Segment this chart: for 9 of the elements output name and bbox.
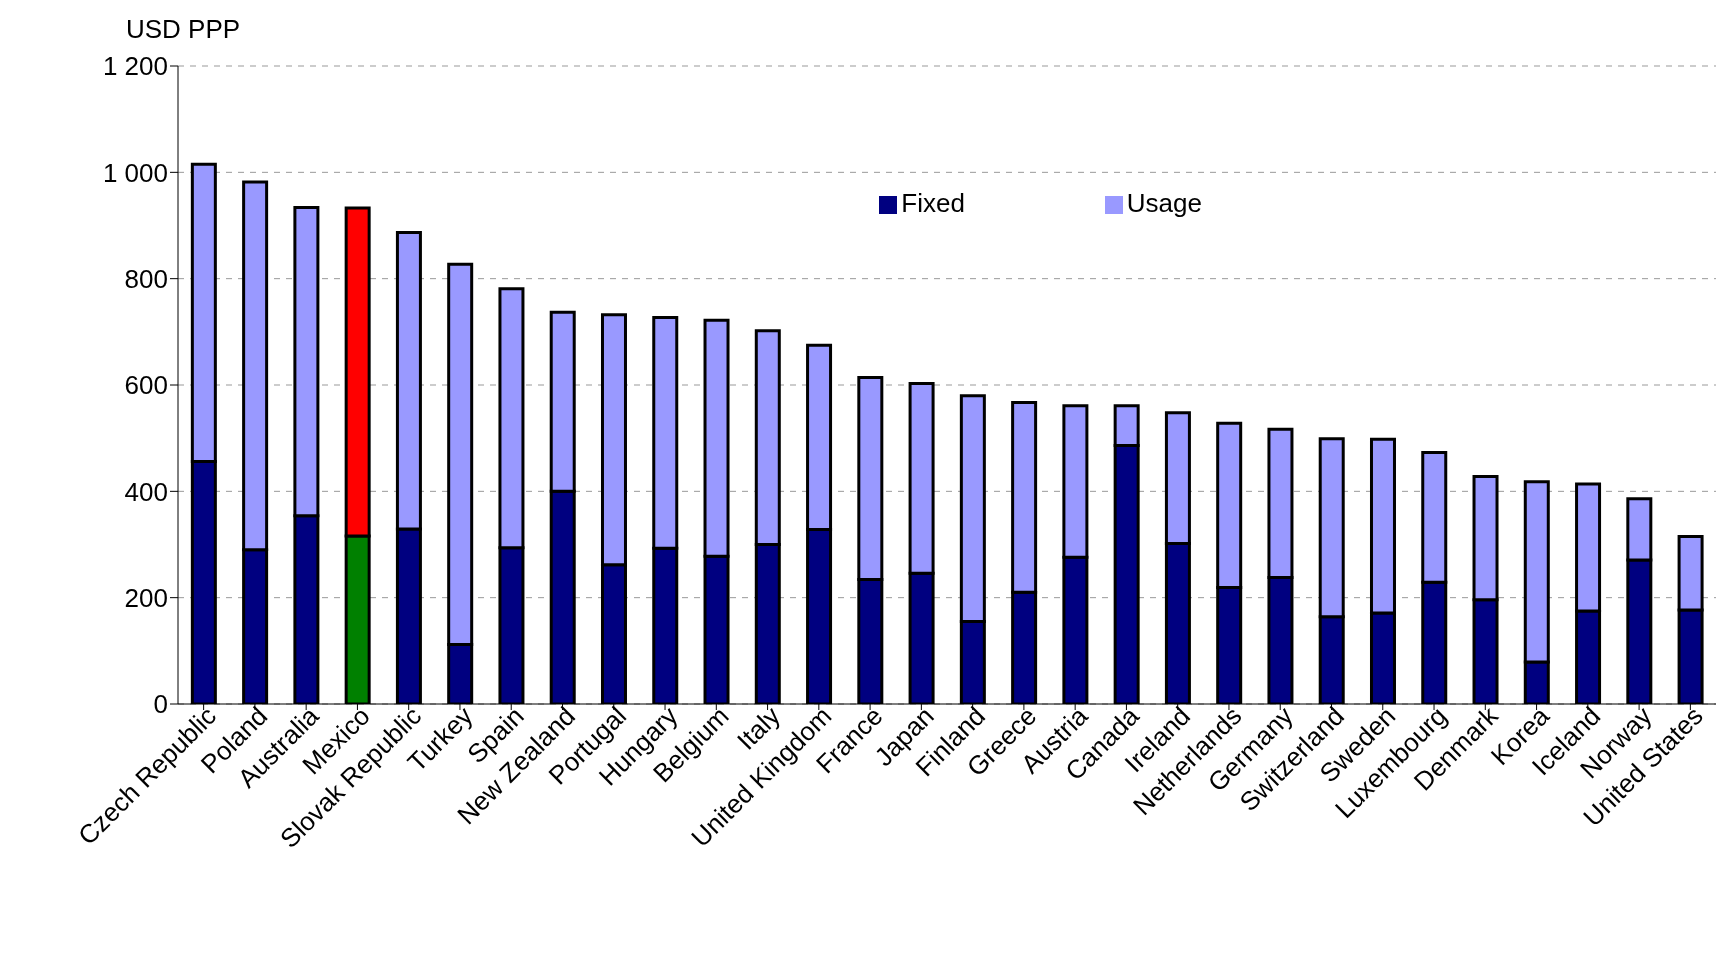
y-tick-label: 1 200 (102, 51, 168, 82)
y-tick-label: 400 (124, 476, 168, 507)
legend-label: Fixed (901, 188, 965, 218)
legend-label: Usage (1126, 188, 1202, 218)
y-axis-title: USD PPP (126, 14, 241, 45)
y-tick-label: 600 (124, 370, 168, 401)
y-tick-label: 800 (124, 263, 168, 294)
y-tick-label: 200 (124, 582, 168, 613)
y-tick-label: 1 000 (102, 157, 168, 188)
